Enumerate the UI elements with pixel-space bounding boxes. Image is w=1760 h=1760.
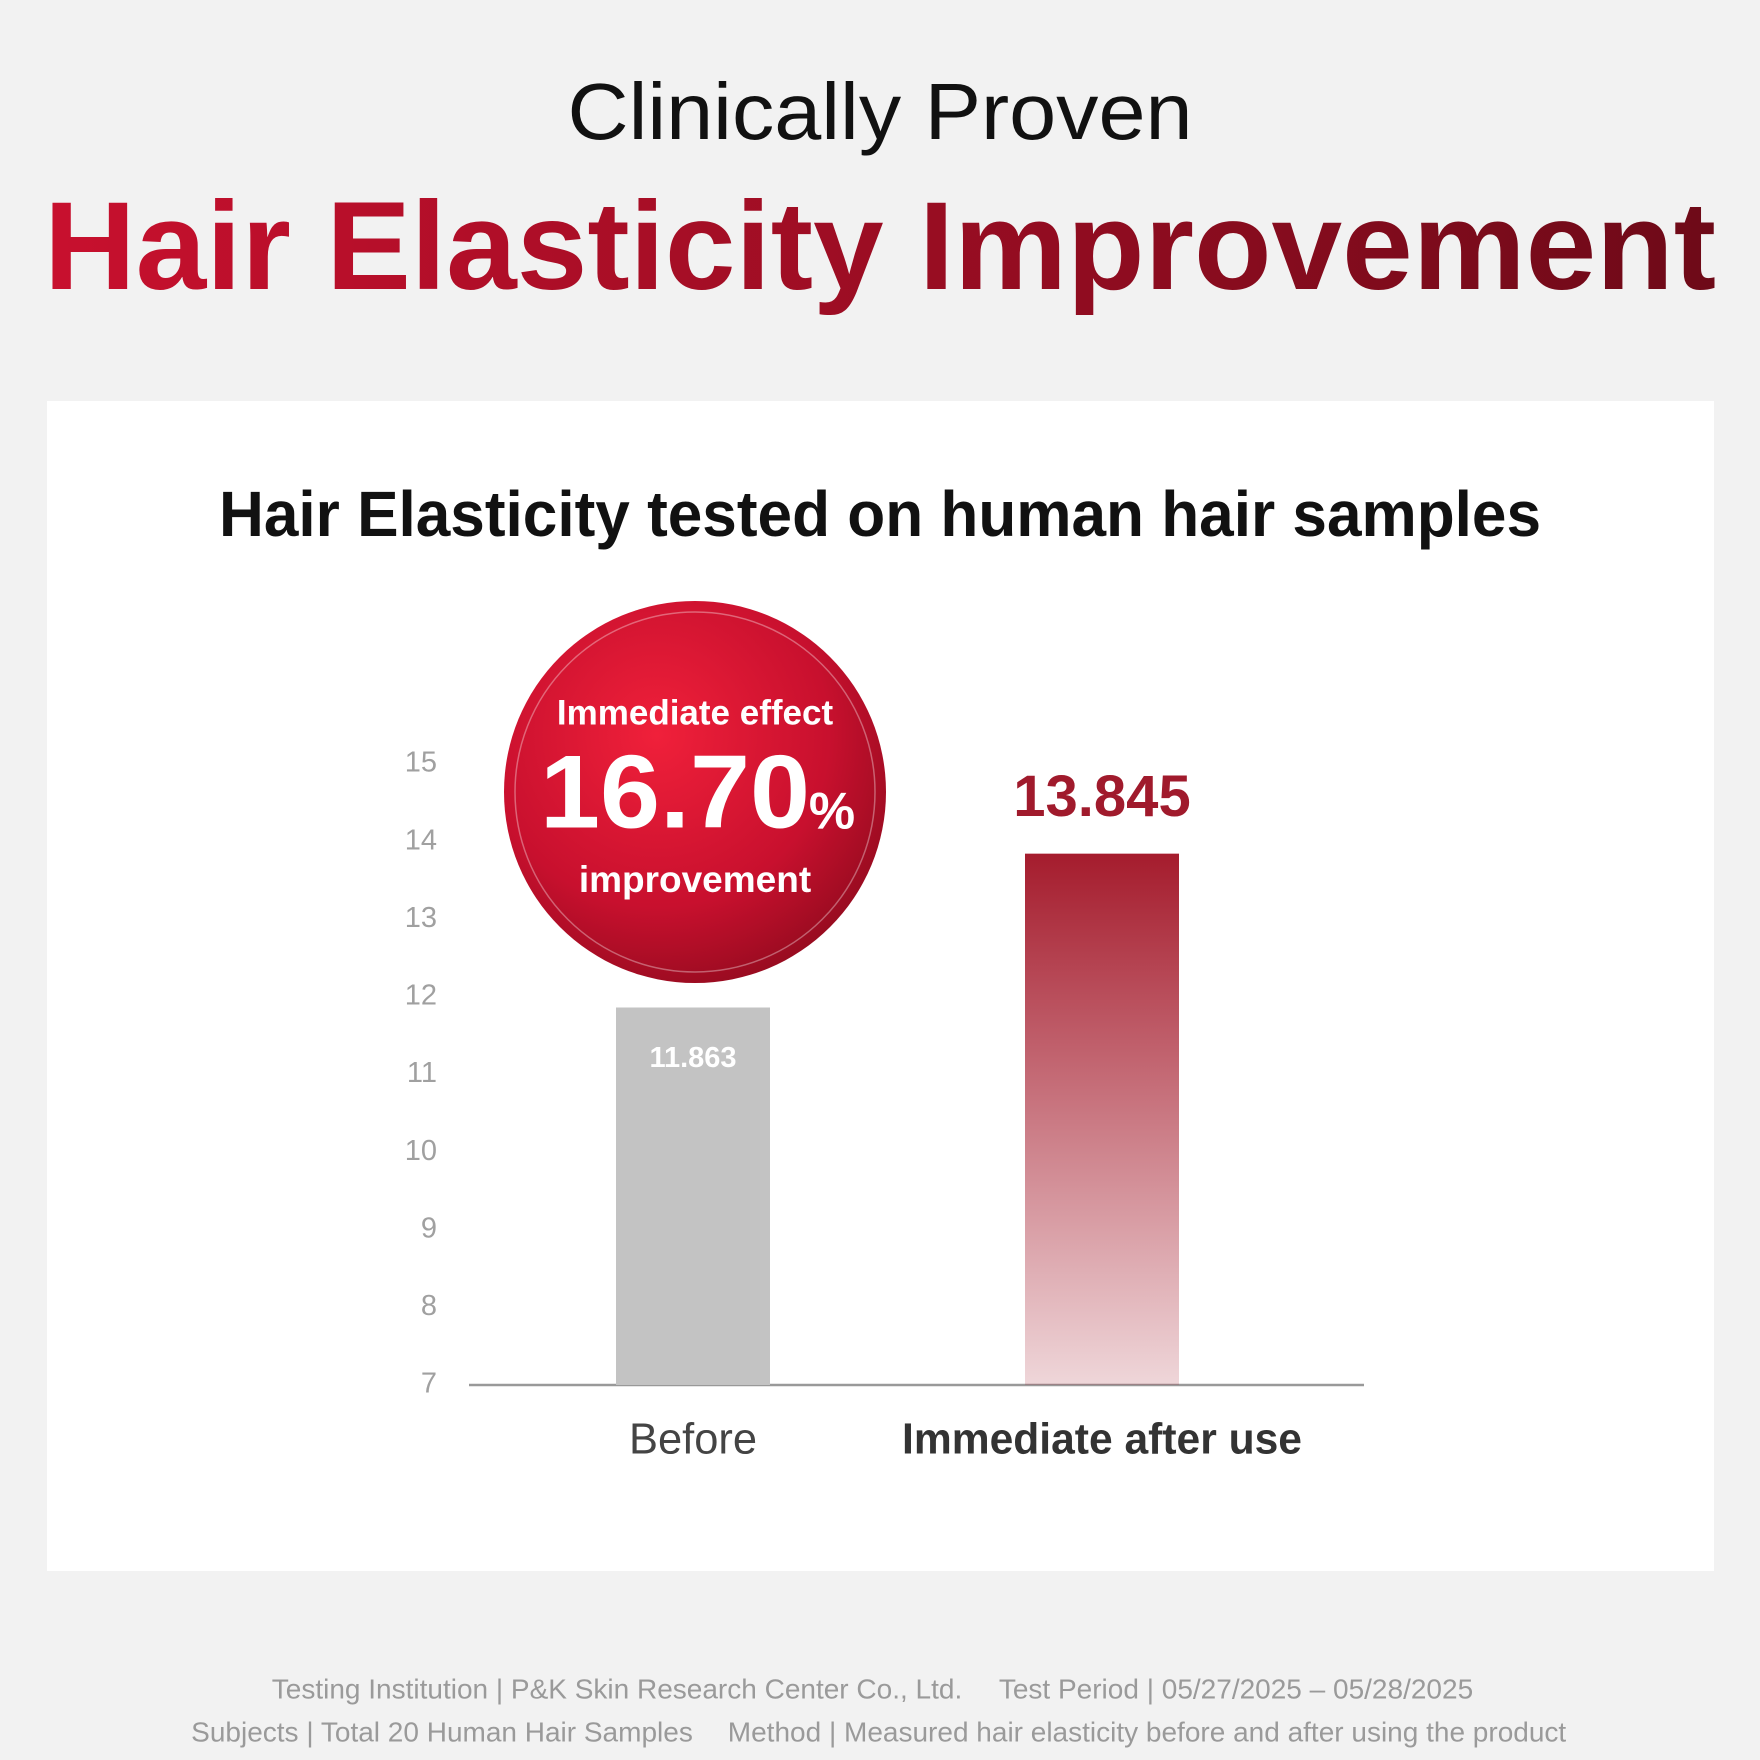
- kicker: Clinically Proven: [568, 67, 1193, 156]
- value-label: 11.863: [649, 1042, 736, 1074]
- footer: Testing Institution | P&K Skin Research …: [191, 1673, 1566, 1747]
- y-tick-label: 9: [421, 1212, 437, 1244]
- y-tick-label: 8: [421, 1290, 437, 1322]
- badge-value: 16.70: [540, 734, 810, 850]
- badge-unit: %: [809, 783, 855, 841]
- y-tick-label: 14: [405, 824, 437, 856]
- bar: [1025, 853, 1179, 1385]
- y-tick-label: 11: [407, 1057, 437, 1089]
- badge-ring: [514, 611, 876, 973]
- y-tick-label: 13: [405, 902, 437, 934]
- y-tick-label: 12: [405, 980, 437, 1012]
- y-tick-label: 7: [421, 1368, 437, 1400]
- footer-institution: Testing Institution | P&K Skin Research …: [272, 1673, 963, 1704]
- badge: Immediate effect 16.70 % improvement: [504, 601, 886, 983]
- footer-subjects: Subjects | Total 20 Human Hair Samples: [191, 1716, 693, 1747]
- main-title: Hair Elasticity Improvement: [44, 177, 1716, 316]
- badge-circle: [504, 601, 886, 983]
- chart-marks: 7 8 9 10 11 12 13 14 15 Before 11.863 Immediate aft…: [405, 747, 1302, 1464]
- x-tick-label: Before: [629, 1415, 757, 1464]
- bar: [616, 1007, 770, 1385]
- x-tick-label: Immediate after use: [902, 1415, 1302, 1464]
- chart-card: [47, 401, 1714, 1571]
- chart-title: Hair Elasticity tested on human hair sam…: [219, 478, 1541, 550]
- y-tick-label: 10: [405, 1135, 437, 1167]
- badge-top: Immediate effect: [557, 693, 834, 732]
- footer-period: Test Period | 05/27/2025 – 05/28/2025: [999, 1673, 1473, 1704]
- y-tick-label: 15: [405, 747, 437, 779]
- value-label: 13.845: [1013, 764, 1190, 829]
- footer-method: Method | Measured hair elasticity before…: [728, 1716, 1567, 1747]
- badge-bottom: improvement: [579, 859, 811, 900]
